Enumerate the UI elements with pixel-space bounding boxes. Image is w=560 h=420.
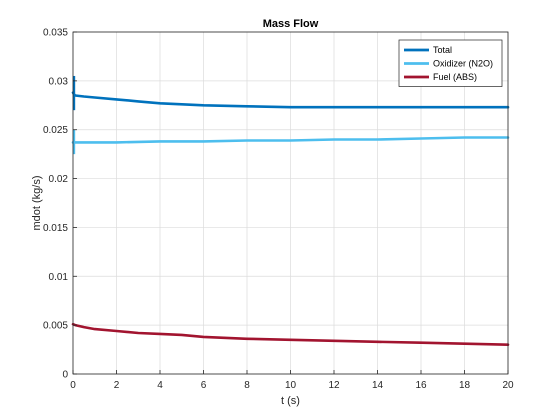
y-tick-label: 0.01 xyxy=(49,272,69,283)
legend-label: Fuel (ABS) xyxy=(433,72,477,82)
series-line-fuel-abs xyxy=(71,322,510,347)
axis-ticks: 0 2 4 6 8 10 12 14 16 18 20 0 0.005 0.01 0.015 0.02 0.02… xyxy=(43,28,514,392)
y-tick-label: 0.02 xyxy=(49,174,69,185)
legend: Total Oxidizer (N2O) Fuel (ABS) xyxy=(398,39,503,87)
x-axis-label: t (s) xyxy=(281,395,300,407)
legend-label: Oxidizer (N2O) xyxy=(433,59,493,69)
x-tick-label: 20 xyxy=(502,380,514,391)
x-tick-label: 12 xyxy=(328,380,340,391)
chart-title: Mass Flow xyxy=(263,18,319,30)
y-axis-label: mdot (kg/s) xyxy=(31,175,43,230)
x-tick-label: 16 xyxy=(415,380,427,391)
series-lines xyxy=(71,75,510,347)
y-tick-label: 0.015 xyxy=(43,223,68,234)
y-tick-label: 0.03 xyxy=(49,76,69,87)
series-line-oxidizer-n2o xyxy=(71,136,510,144)
x-tick-label: 6 xyxy=(201,380,207,391)
x-tick-label: 8 xyxy=(244,380,250,391)
y-tick-label: 0.005 xyxy=(43,321,68,332)
series-line-total xyxy=(71,91,510,109)
x-tick-label: 4 xyxy=(157,380,163,391)
legend-label: Total xyxy=(433,45,452,55)
x-tick-label: 18 xyxy=(459,380,471,391)
x-tick-label: 14 xyxy=(372,380,384,391)
x-tick-label: 0 xyxy=(70,380,76,391)
x-tick-label: 10 xyxy=(285,380,297,391)
y-tick-label: 0.025 xyxy=(43,125,68,136)
x-tick-label: 2 xyxy=(114,380,120,391)
y-tick-label: 0.035 xyxy=(43,28,68,39)
y-tick-label: 0 xyxy=(62,370,68,381)
